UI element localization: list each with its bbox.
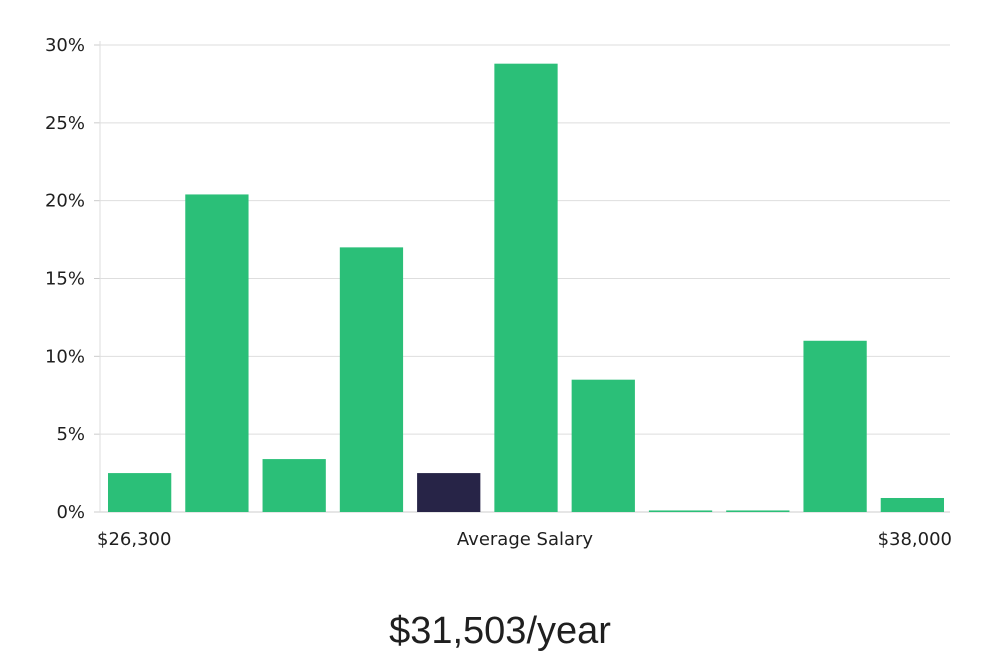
x-max-label: $38,000: [877, 529, 952, 550]
x-min-label: $26,300: [97, 529, 172, 550]
y-tick-label: 0%: [56, 502, 85, 523]
y-tick-label: 30%: [45, 35, 85, 56]
salary-histogram: 0% 5% 10% 15% 20% 25% 30%: [45, 35, 950, 523]
bar: [339, 247, 404, 512]
bar: [803, 340, 867, 512]
bar: [185, 194, 249, 512]
y-tick-label: 15%: [45, 269, 85, 290]
y-tick-label: 20%: [45, 191, 85, 212]
bar: [648, 510, 713, 512]
bar: [571, 379, 635, 512]
average-salary-value: $31,503/year: [389, 610, 611, 652]
bar-highlighted: [417, 473, 481, 512]
y-tick-label: 5%: [56, 424, 85, 445]
y-tick-label: 25%: [45, 113, 85, 134]
bars: [108, 63, 944, 513]
bar: [494, 63, 558, 513]
x-center-label: Average Salary: [456, 529, 594, 550]
y-tick-label: 10%: [45, 346, 85, 367]
bar: [262, 459, 326, 512]
bar: [726, 510, 790, 512]
bar: [880, 497, 944, 512]
y-axis-ticks: 0% 5% 10% 15% 20% 25% 30%: [45, 35, 85, 523]
bar: [108, 473, 172, 512]
